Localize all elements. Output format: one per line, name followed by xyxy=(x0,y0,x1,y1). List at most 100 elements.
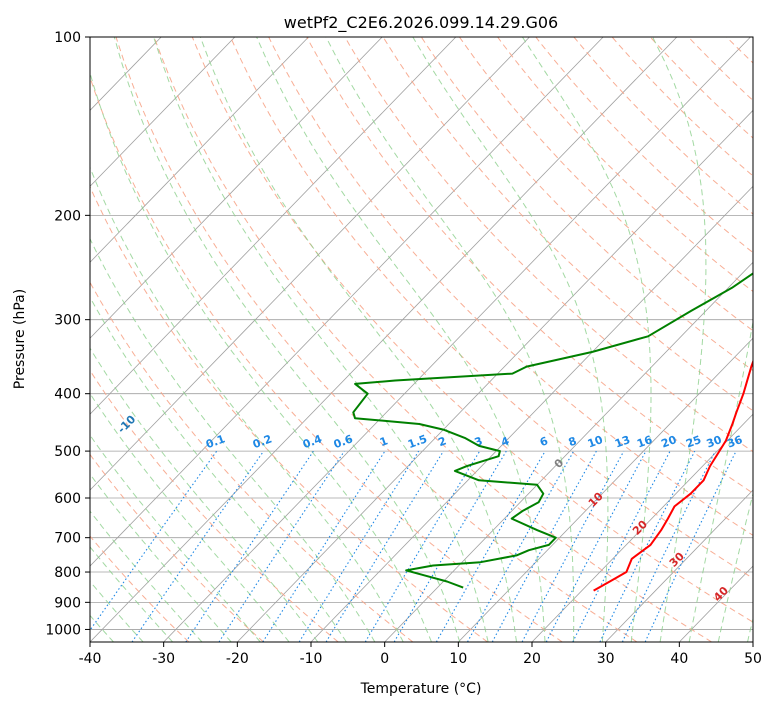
x-tick-label: 10 xyxy=(449,651,467,667)
moist-adiabat-line xyxy=(412,37,609,642)
isotherm-line xyxy=(531,413,753,642)
y-tick-label: 700 xyxy=(54,531,81,547)
plot-area: 0.10.20.40.611.52346810131620253036-100-… xyxy=(90,37,775,642)
mixing-ratio-label: 4 xyxy=(499,434,511,449)
moist-adiabat-line xyxy=(90,392,290,642)
dry-adiabat-line xyxy=(726,37,753,64)
mixing-ratio-label: 8 xyxy=(567,434,579,449)
dry-adiabat-line xyxy=(688,37,753,102)
isotherm-line xyxy=(237,109,753,642)
moist-adiabat-line xyxy=(90,434,261,642)
dewpoint-profile-line xyxy=(352,272,753,589)
y-tick-label: 300 xyxy=(54,313,81,329)
x-axis-label: Temperature (°C) xyxy=(360,681,482,697)
reference-line-labels: 0.10.20.40.611.52346810131620253036-100-… xyxy=(115,412,745,604)
x-tick-label: -40 xyxy=(79,651,102,667)
moist-adiabat-line xyxy=(717,491,753,642)
mixing-ratio-label: 1.5 xyxy=(406,432,429,451)
moist-adiabat-line xyxy=(90,296,347,642)
moist-adiabat-line xyxy=(652,37,707,642)
dry-adiabat-line xyxy=(90,75,563,642)
mixing-ratio-label: 0.6 xyxy=(332,432,355,451)
moist-adiabat-line xyxy=(153,37,489,642)
mixing-ratio-line xyxy=(435,450,546,642)
dry-adiabat-line xyxy=(765,37,775,642)
moist-adiabat-line xyxy=(90,237,376,642)
isotherm-line xyxy=(163,37,751,642)
chart-title: wetPf2_C2E6.2026.099.14.29.G06 xyxy=(284,13,558,33)
mixing-ratio-label: 0.4 xyxy=(301,432,324,451)
mixing-ratio-line xyxy=(545,450,647,642)
x-tick-label: 30 xyxy=(597,651,615,667)
y-tick-label: 400 xyxy=(54,387,81,403)
moist-adiabat-line xyxy=(256,37,546,642)
mixing-ratio-line xyxy=(218,450,345,642)
x-axis-ticks: -40 -30 -20 -10 0 10 20 30 40 50 xyxy=(79,642,762,667)
dry-adiabat-line xyxy=(191,37,753,623)
dry-adiabat-line xyxy=(115,37,638,642)
mixing-ratio-lines xyxy=(90,450,737,642)
y-tick-label: 200 xyxy=(54,208,81,224)
moist-adiabat-label: 40 xyxy=(711,584,731,604)
moist-adiabat-label: 0 xyxy=(552,456,567,471)
mixing-ratio-line xyxy=(467,450,575,642)
dry-adiabat-line xyxy=(497,37,753,293)
mixing-ratio-line xyxy=(599,450,696,642)
y-tick-label: 600 xyxy=(54,491,81,507)
moist-adiabat-line xyxy=(90,347,319,642)
mixing-ratio-line xyxy=(393,450,507,642)
y-tick-label: 800 xyxy=(54,565,81,581)
x-tick-label: -10 xyxy=(300,651,323,667)
isotherm-line xyxy=(90,37,236,187)
moist-adiabat-line xyxy=(113,37,461,642)
dry-adiabat-line xyxy=(611,37,753,177)
dry-adiabat-line xyxy=(535,37,753,254)
dry-adiabat-line xyxy=(230,37,753,579)
mixing-ratio-line xyxy=(521,450,625,642)
mixing-ratio-line xyxy=(572,450,671,642)
isotherm-line xyxy=(90,37,457,415)
sounding-profiles xyxy=(352,272,753,592)
mixing-ratio-line xyxy=(131,450,265,642)
mixing-ratio-label: 0.1 xyxy=(204,432,227,451)
moist-adiabat-label: 20 xyxy=(630,517,650,537)
mixing-ratio-line xyxy=(90,450,218,632)
mixing-ratio-line xyxy=(644,450,737,642)
isotherm-lines xyxy=(90,37,753,642)
y-axis-label: Pressure (hPa) xyxy=(12,289,28,389)
mixing-ratio-line xyxy=(262,450,386,642)
moist-adiabat-line xyxy=(90,71,432,642)
mixing-ratio-label: 13 xyxy=(613,433,632,450)
dry-adiabat-line xyxy=(420,37,753,372)
mixing-ratio-label: 1 xyxy=(378,434,390,449)
y-axis-ticks: 100 200 300 400 500 600 700 800 900 1000 xyxy=(45,30,90,638)
dry-adiabat-line xyxy=(90,281,414,642)
moist-adiabat-label: 30 xyxy=(667,549,687,569)
dry-adiabat-line xyxy=(458,37,753,332)
mixing-ratio-label: 2 xyxy=(436,434,448,449)
y-tick-label: 500 xyxy=(54,444,81,460)
isotherm-line xyxy=(90,37,604,567)
dry-adiabat-line xyxy=(90,185,488,642)
dry-adiabat-line xyxy=(90,453,264,642)
isotherm-line xyxy=(384,261,753,642)
dry-adiabat-line xyxy=(153,37,712,642)
dry-adiabat-line xyxy=(90,369,339,642)
dry-adiabat-line xyxy=(306,37,753,494)
mixing-ratio-label: 20 xyxy=(659,433,678,451)
dry-adiabat-line xyxy=(649,37,753,139)
mixing-ratio-label: 3 xyxy=(473,434,485,449)
mixing-ratio-label: 25 xyxy=(684,433,703,450)
isotherm-line xyxy=(752,641,753,642)
moist-adiabat-line xyxy=(688,319,753,642)
moist-adiabat-line xyxy=(90,473,232,642)
moist-adiabat-lines xyxy=(90,37,753,642)
isotherm-line xyxy=(310,185,753,642)
x-tick-label: 0 xyxy=(380,651,389,667)
isotherm-line xyxy=(90,37,383,339)
dry-adiabat-line xyxy=(382,37,753,412)
isobar-gridlines xyxy=(90,37,753,630)
mixing-ratio-line xyxy=(621,450,716,642)
mixing-ratio-label: 0.2 xyxy=(251,432,274,451)
